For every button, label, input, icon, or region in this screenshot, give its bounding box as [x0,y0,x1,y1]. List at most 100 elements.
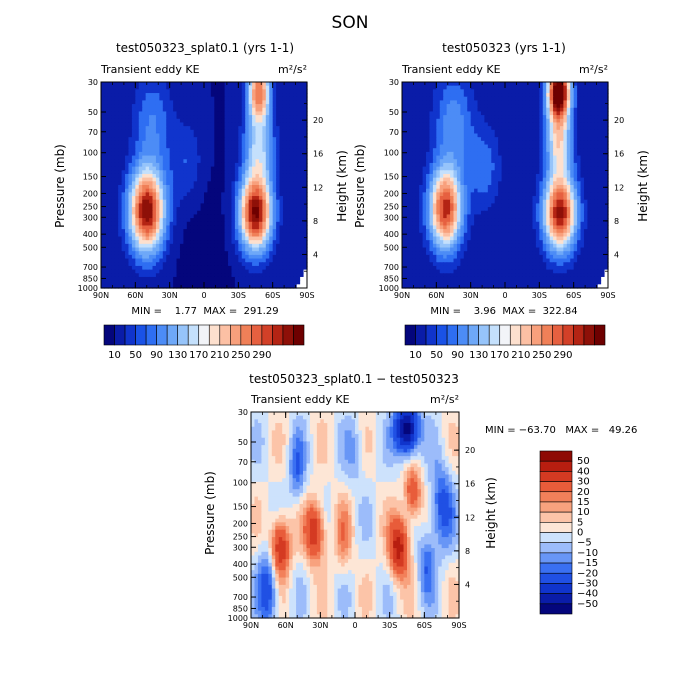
heatmap-cell [135,265,140,271]
heatmap-cell [408,166,413,171]
heatmap-cell [279,133,284,138]
heatmap-cell [300,137,305,142]
heatmap-cell [529,111,534,116]
heatmap-cell [193,159,198,164]
heatmap-cell [166,107,171,113]
heatmap-cell [145,144,150,149]
heatmap-cell [505,107,510,113]
heatmap-cell [279,118,284,124]
heatmap-cell [207,240,212,245]
heatmap-cell [525,89,530,94]
heatmap-cell [101,199,106,204]
heatmap-cell [228,173,233,179]
heatmap-cell [166,232,171,238]
heatmap-cell [125,214,130,219]
heatmap-cell [114,155,119,160]
heatmap-cell [238,148,243,153]
heatmap-cell [152,258,157,263]
heatmap-cell [186,254,191,260]
heatmap-cell [553,129,558,135]
heatmap-cell [114,111,119,116]
heatmap-cell [408,100,413,105]
heatmap-cell [197,96,202,101]
heatmap-cell [255,85,260,90]
heatmap-cell [594,129,599,135]
heatmap-cell [224,118,229,124]
heatmap-cell [272,115,277,120]
heatmap-cell [204,140,209,146]
heatmap-cell [197,196,202,201]
heatmap-cell [159,122,164,127]
heatmap-cell [118,254,123,260]
heatmap-cell [162,218,167,223]
heatmap-cell [245,177,250,182]
heatmap-cell [405,137,410,142]
heatmap-cell [245,236,250,241]
heatmap-cell [210,126,215,131]
heatmap-cell [590,159,595,164]
heatmap-cell [231,93,236,98]
y-tick-label: 300 [83,213,98,222]
heatmap-cell [553,140,558,146]
heatmap-cell [439,118,444,124]
heatmap-cell [125,269,130,274]
heatmap-cell [224,151,229,157]
heatmap-cell [166,85,171,90]
heatmap-cell [231,251,236,256]
heatmap-cell [217,155,222,160]
heatmap-cell [149,210,154,216]
heatmap-cell [436,107,441,113]
heatmap-cell [107,115,112,120]
heatmap-cell [217,240,222,245]
heatmap-cell [289,280,294,285]
heatmap-cell [450,155,455,160]
heatmap-cell [511,100,516,105]
heatmap-cell [193,203,198,208]
heatmap-cell [135,133,140,138]
heatmap-cell [525,166,530,171]
heatmap-cell [204,199,209,204]
heatmap-cell [293,207,298,212]
heatmap-cell [166,265,171,271]
heatmap-cell [258,269,263,274]
heatmap-cell [577,159,582,164]
heatmap-cell [135,214,140,219]
heatmap-cell [477,166,482,171]
heatmap-cell [265,207,270,212]
heatmap-cell [446,140,451,146]
heatmap-cell [166,251,171,256]
heatmap-cell [121,85,126,90]
heatmap-cell [176,111,181,116]
heatmap-cell [258,247,263,252]
heatmap-cell [601,85,606,90]
heatmap-cell [279,247,284,252]
heatmap-cell [107,203,112,208]
heatmap-cell [258,188,263,193]
heatmap-cell [138,251,143,256]
heatmap-cell [289,129,294,135]
heatmap-cell [498,151,503,157]
heatmap-cell [573,151,578,157]
heatmap-cell [272,129,277,135]
heatmap-cell [131,221,136,227]
heatmap-cell [286,122,291,127]
colorbar-swatch [187,324,200,346]
heatmap-cell [255,93,260,98]
heatmap-cell [525,104,530,109]
heatmap-cell [214,104,219,109]
heatmap-cell [179,166,184,171]
heatmap-cell [176,229,181,234]
heatmap-cell [539,107,544,113]
heatmap-cell [159,229,164,234]
heatmap-cell [162,192,167,197]
heatmap-cell [265,192,270,197]
heatmap-cell [121,188,126,193]
heatmap-cell [293,137,298,142]
heatmap-cell [477,159,482,164]
heatmap-cell [456,170,461,175]
heatmap-cell [210,173,215,179]
heatmap-cell [183,236,188,241]
heatmap-cell [296,254,301,260]
heatmap-cell [262,203,267,208]
heatmap-cell [210,85,215,90]
